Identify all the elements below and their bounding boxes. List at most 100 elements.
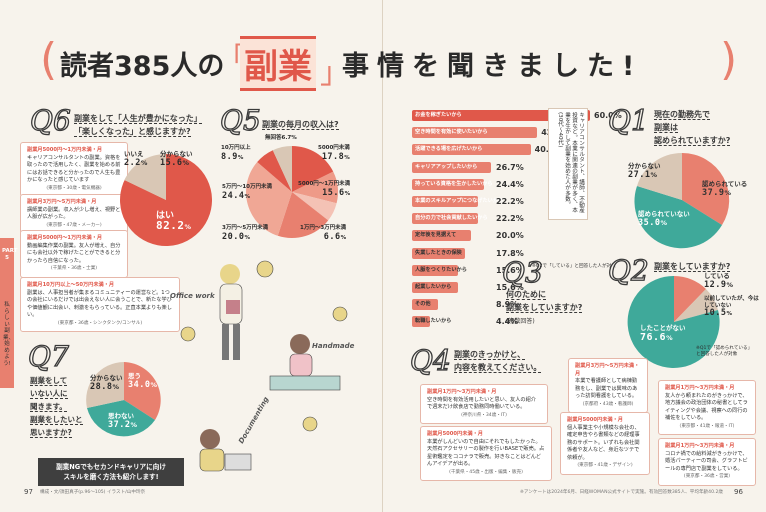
q4-question: 副業のきっかけと、 内容を教えてください。 [454, 348, 574, 374]
q3-bar-value: 22.2% [496, 214, 524, 224]
q6-question: 副業をして「人生が豊かになった」 「楽しくなった」と感じますか? [74, 112, 224, 138]
label: 思う [128, 372, 141, 380]
illustration-women-working [180, 260, 348, 472]
value: 8.9 [221, 152, 238, 162]
q7-yes-slice [124, 362, 161, 420]
q4-quote-3: 副業月1万円〜3万円未満・月 友人から頼まれたのがきっかけで、地方議会の政治団体… [658, 380, 756, 435]
q3-note: (複数回答) [506, 318, 535, 325]
q3-bar [412, 161, 492, 173]
q5-slice-1-3man [292, 192, 337, 221]
q3-source-note: ※Q2で「している」と回答した人が対象 [532, 264, 616, 269]
yen-coin-icon [302, 416, 318, 432]
q2-never-slice [627, 275, 720, 368]
quote-header: 副業月3万円〜5万円未満・月 [575, 363, 640, 377]
q3-bar-value: 15.6% [496, 283, 524, 292]
q5-5-10man-label: 5万円〜10万円未満 24.4% [222, 183, 272, 202]
q7-line: 副業をしたいと [30, 415, 83, 425]
q5-question-text: 副業の毎月の収入は? [262, 120, 339, 130]
q3-bar [412, 196, 478, 207]
q7-pie-chart [86, 362, 161, 437]
q5-5000-1man-label: 5000円〜1万円未満 15.6% [298, 180, 350, 199]
q4-quote-6: 副業月1万円〜3万円未満・月 コロナ禍での給料減がきっかけで、婚活パーティーの司… [658, 438, 756, 486]
open-paren-decoration: ( [40, 34, 58, 85]
q5-over10man-label: 10万円以上 8.9% [221, 144, 251, 163]
q2-never-label: したことがない 76.6% [640, 324, 686, 343]
value: 24.4 [222, 191, 245, 201]
q2-yes-slice [674, 276, 706, 322]
value: 6.6 [323, 232, 341, 242]
quote-source: (東京都・47歳・メーカー) [46, 222, 102, 228]
q7-unk-label: 分からない 28.8% [90, 374, 123, 392]
unit: % [182, 159, 189, 167]
q6-no-label: いいえ 2.2% [124, 150, 147, 168]
q7-no-label: 思わない 37.2% [108, 412, 137, 430]
hair-icon [200, 429, 220, 449]
quote-source: (神奈川県・34歳・IT) [461, 412, 507, 418]
value: 76.6 [640, 332, 667, 343]
q4-line2: 内容を教えてください。 [454, 363, 542, 373]
q3-bar-label: キャリアアップしたいから [415, 163, 478, 170]
quote-body: 個人事業主や小規模な会社の、確定申告やら書類などの経理事務のサポート。いずれも会… [567, 424, 640, 461]
handmade-worker-figure [289, 353, 313, 377]
q3-bar-value: 8.9% [496, 300, 519, 310]
unit: % [150, 381, 157, 389]
quote-header: 副業月1万円〜3万円未満・月 [665, 443, 735, 449]
q5-slice-5-10man [246, 162, 292, 236]
q7-no-slice [87, 400, 155, 437]
quote-header: 副業月5000円〜1万円未満・月 [27, 147, 103, 153]
q3-bar-label: 失業したときの保険 [415, 249, 462, 256]
label: 10万円以上 [221, 145, 251, 151]
label: 認められている [702, 180, 748, 188]
q3-bar-value: 60.0% [594, 111, 622, 120]
quote-header: 副業月1万円〜3万円未満・月 [427, 389, 497, 395]
part-caption: 私らしい副業、始めよう! [3, 302, 15, 367]
q5-slice-noanswer [272, 146, 292, 192]
label: 5000円未満 [318, 145, 350, 151]
value: 10.5 [704, 308, 727, 318]
q5-1-3man-label: 1万円〜3万円未満 6.6% [300, 224, 346, 243]
unit: % [184, 223, 192, 231]
label: 思わない [108, 412, 134, 420]
quote-header: 副業月10万円以上〜50万円未満・月 [27, 282, 115, 288]
q6-quote-3: 副業月5000円〜1万円未満・月 動画編集作業の副業。友人が増え、自分にも会社以… [20, 230, 128, 278]
q3-bar [412, 282, 459, 293]
q5-pie-chart [246, 146, 338, 239]
q1-unk-label: 分からない 27.1% [628, 162, 661, 180]
quote-header: 副業月5000円未満・月 [427, 431, 483, 437]
unit: % [340, 235, 347, 241]
q5-slice-over10man [257, 150, 292, 192]
q3-bar [412, 178, 485, 190]
unit: % [660, 219, 667, 227]
q4-quote-5: 副業月5000円未満・月 本業がしんどいので自由にそれでもしたかった。天然石アク… [420, 426, 552, 481]
unit: % [726, 281, 733, 289]
q3-bar-label: 定年後を見据えて [415, 232, 457, 239]
q5-under5000-label: 5000円未満 17.8% [318, 144, 350, 163]
q7-yes-label: 思う 34.0% [128, 372, 157, 390]
q3-bar-label: 自分の力で社会貢献したいから [415, 215, 488, 222]
unit: % [291, 135, 297, 141]
value: 2.2 [124, 158, 141, 168]
leg-icon [233, 324, 240, 360]
desk-icon [269, 375, 341, 391]
quote-source: (千葉県・45歳・出版・編集・販売) [449, 469, 523, 475]
q3-bar [412, 144, 531, 156]
label: 1万円〜3万円未満 [300, 225, 347, 231]
unit: % [650, 171, 657, 179]
q6-quote-2: 副業月3万円〜5万円未満・月 講師業の副業。収入が少し増え、視野と人脈が広がった… [20, 194, 128, 234]
unit: % [244, 194, 250, 200]
q1-unk-slice [637, 152, 682, 200]
q3-bar [412, 127, 538, 139]
quote-source: (京都府・43歳・看護師) [582, 401, 634, 407]
quote-source: (東京都・41歳・報道・IT) [679, 423, 735, 429]
q6-unk-slice [124, 153, 166, 200]
q3-bar [412, 230, 472, 242]
q3-bar-label: 活躍できる場を広げたいから [415, 146, 483, 153]
value: 6.7 [281, 135, 292, 141]
quote-source: (東京都・30歳・電気機器) [46, 185, 102, 191]
unit: % [112, 383, 119, 391]
page-title: ( 読者385人の 「 副業 」 事情を聞きました! ) [40, 30, 737, 100]
label: 5万円〜10万円未満 [222, 184, 272, 190]
quote-source: (東京都・36歳・営業) [683, 474, 731, 479]
hair-icon [290, 334, 310, 354]
title-post: 事情を聞きました! [342, 51, 643, 82]
